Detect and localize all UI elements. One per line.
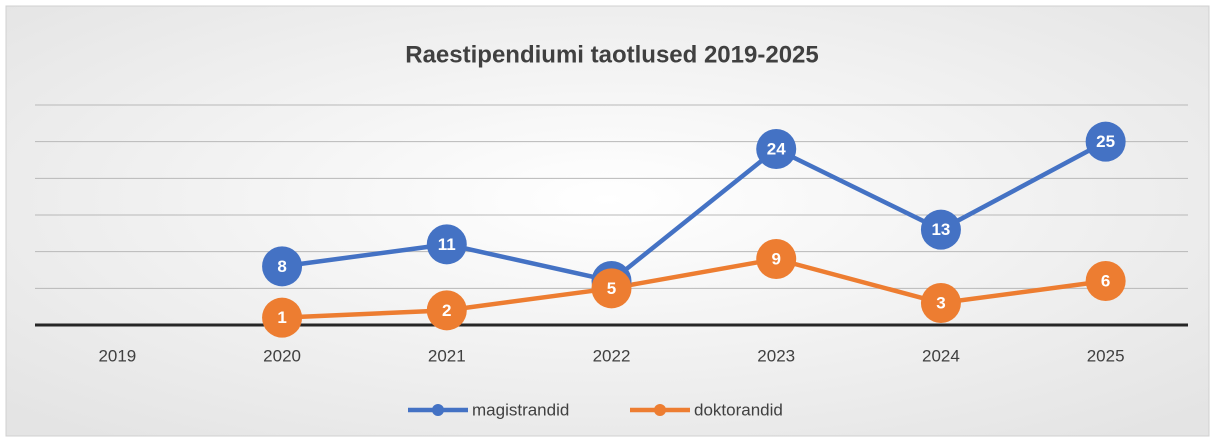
marker [756, 129, 797, 169]
marker [756, 239, 797, 279]
marker [1085, 121, 1126, 162]
marker [262, 297, 303, 338]
chart-title: Raestipendiumi taotlused 2019-2025 [405, 41, 818, 68]
data-label: 11 [438, 235, 456, 254]
data-label: 1 [277, 308, 286, 327]
data-label: 24 [767, 139, 786, 158]
marker [262, 246, 303, 287]
chart-area [5, 5, 1210, 437]
x-tick-label: 2019 [98, 346, 136, 365]
x-tick-label: 2020 [263, 346, 301, 365]
series-line [281, 256, 1106, 320]
data-label: 6 [1101, 271, 1110, 290]
marker [920, 209, 961, 250]
x-tick-label: 2024 [922, 346, 960, 365]
data-label: 13 [931, 220, 950, 239]
legend-marker [654, 404, 666, 416]
data-label: 25 [1096, 132, 1115, 151]
marker [426, 224, 467, 265]
x-tick-label: 2023 [757, 346, 795, 365]
data-label: 5 [607, 279, 616, 298]
marker [920, 283, 961, 323]
data-label: 3 [936, 293, 945, 312]
data-label: 2 [442, 301, 451, 320]
data-label: 9 [771, 249, 780, 268]
x-tick-label: 2022 [593, 346, 631, 365]
marker [426, 290, 467, 331]
x-tick-label: 2021 [428, 346, 466, 365]
data-label: 8 [277, 257, 286, 276]
legend-label: magistrandid [472, 400, 569, 419]
series-line [281, 139, 1107, 284]
legend-label: doktorandid [694, 400, 783, 419]
marker [1085, 261, 1126, 301]
x-tick-label: 2025 [1087, 346, 1125, 365]
legend-marker [432, 404, 444, 416]
marker [591, 268, 632, 309]
